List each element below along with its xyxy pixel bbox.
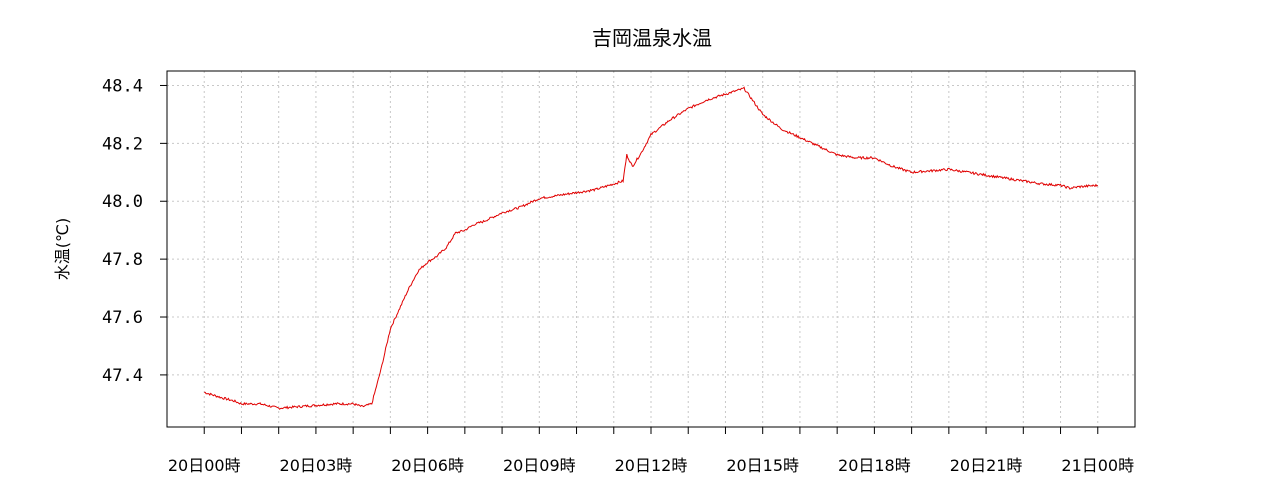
x-tick-label: 20日18時 <box>838 456 911 475</box>
y-tick-label: 48.2 <box>102 134 143 154</box>
y-axis-label: 水温(℃) <box>53 218 72 280</box>
plot-frame <box>166 70 1136 428</box>
y-tick-label: 48.4 <box>102 76 143 96</box>
x-tick-label: 20日03時 <box>280 456 353 475</box>
y-axis: 47.4 47.6 47.8 48.0 48.2 48.4 <box>102 76 167 386</box>
y-tick-label: 47.6 <box>102 308 143 328</box>
y-tick-label: 47.4 <box>102 366 143 386</box>
x-tick-label: 20日15時 <box>726 456 799 475</box>
grid <box>167 71 1135 427</box>
x-tick-label: 20日12時 <box>615 456 688 475</box>
y-tick-label: 48.0 <box>102 192 143 212</box>
series-line <box>204 86 1099 410</box>
y-tick-label: 47.8 <box>102 250 143 270</box>
x-axis: 20日00時 20日03時 20日06時 20日09時 20日12時 20日15時 20日1… <box>168 427 1134 475</box>
x-tick-label: 20日00時 <box>168 456 241 475</box>
chart-title: 吉岡温泉水温 <box>592 26 712 50</box>
x-tick-label: 20日09時 <box>503 456 576 475</box>
x-tick-label: 20日06時 <box>391 456 464 475</box>
x-tick-label: 21日00時 <box>1061 456 1134 475</box>
x-tick-label: 20日21時 <box>950 456 1023 475</box>
